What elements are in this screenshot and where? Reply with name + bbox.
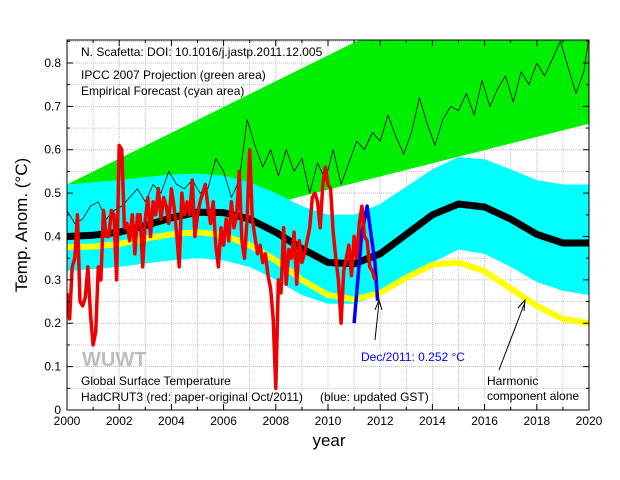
x-tick-label: 2010 — [315, 414, 342, 428]
legend-empirical: Empirical Forecast (cyan area) — [81, 84, 244, 98]
x-tick-label: 2000 — [54, 414, 81, 428]
harmonic-component-line — [67, 229, 589, 327]
empirical-cyan-area — [67, 157, 589, 304]
hadcrut3-updated-blue-line — [352, 204, 380, 324]
y-tick-label: 0.4 — [44, 229, 61, 243]
hadcrut3-red-line — [67, 143, 377, 391]
x-tick-label: 2016 — [471, 414, 498, 428]
y-tick-label: 0.6 — [44, 143, 61, 157]
dataset-blue-note: (blue: updated GST) — [320, 390, 429, 404]
y-tick-label: 0.5 — [44, 186, 61, 200]
y-tick-label: 0.2 — [44, 316, 61, 330]
y-axis-title-text: Temp. Anom. (°C) — [12, 158, 31, 292]
y-tick-label: 0 — [54, 403, 61, 417]
data-series — [67, 40, 589, 391]
x-tick-label: 2008 — [262, 414, 289, 428]
dataset-source: HadCRUT3 (red: paper-original Oct/2011) — [81, 390, 303, 404]
axis-ticks: 2000 2002 2004 2006 2008 2010 2012 2014 2016 2018… — [44, 40, 603, 428]
x-tick-label: 2006 — [210, 414, 237, 428]
ipcc-model-thin-line — [67, 40, 589, 224]
y-tick-label: 0.8 — [44, 56, 61, 70]
x-tick-label: 2020 — [576, 414, 603, 428]
y-tick-label: 0.3 — [44, 273, 61, 287]
harmonic-arrow — [498, 298, 526, 371]
x-tick-label: 2004 — [158, 414, 185, 428]
wuwt-watermark: WUWT — [82, 349, 146, 371]
dec-2011-label: Dec/2011: 0.252 °C — [361, 350, 465, 364]
harmonic-label-1: Harmonic — [487, 374, 538, 388]
x-axis-title: year — [312, 431, 345, 450]
dec-2011-arrow — [374, 298, 383, 341]
citation-text: N. Scafetta: DOI: 10.1016/j.jastp.2011.1… — [81, 45, 323, 59]
x-tick-label: 2002 — [106, 414, 133, 428]
harmonic-label-2: component alone — [487, 389, 579, 403]
x-tick-label: 2018 — [523, 414, 550, 428]
y-tick-label: 0.1 — [44, 360, 61, 374]
forecast-areas — [67, 40, 589, 304]
empirical-model-line — [67, 200, 589, 268]
y-tick-label: 0.7 — [44, 99, 61, 113]
x-tick-label: 2012 — [367, 414, 394, 428]
x-tick-label: 2014 — [419, 414, 446, 428]
y-axis-title: Temp. Anom. (°C) — [12, 158, 31, 292]
dataset-label: Global Surface Temperature — [81, 374, 231, 388]
legend-ipcc: IPCC 2007 Projection (green area) — [81, 68, 266, 82]
